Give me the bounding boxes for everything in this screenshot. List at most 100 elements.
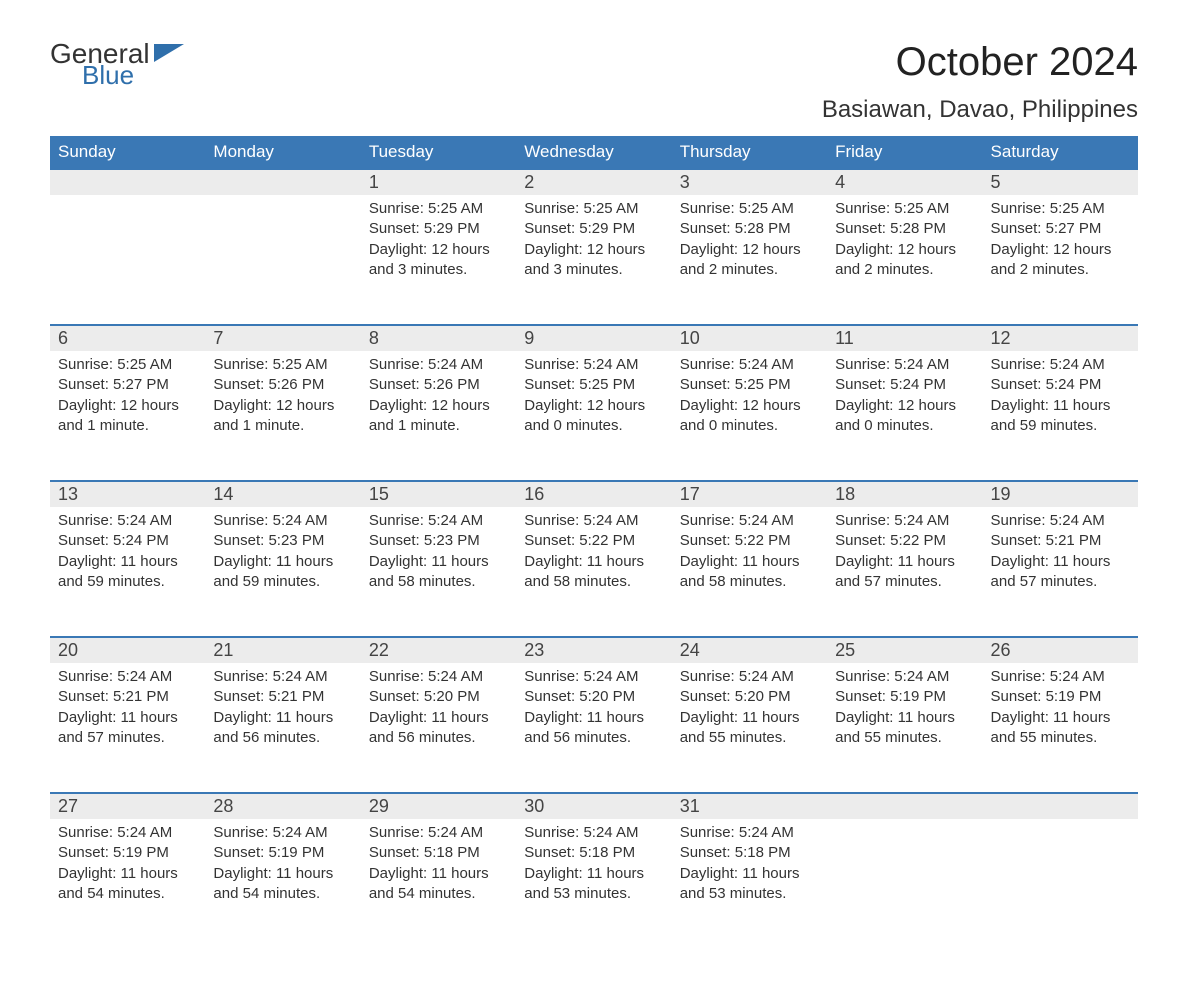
sunset-line: Sunset: 5:24 PM [58,531,197,551]
week-4-content-row: Sunrise: 5:24 AMSunset: 5:21 PMDaylight:… [50,663,1138,793]
day-content-cell: Sunrise: 5:24 AMSunset: 5:19 PMDaylight:… [50,819,205,949]
daylight-line: Daylight: 12 hours and 1 minute. [213,396,352,437]
day-content-cell: Sunrise: 5:24 AMSunset: 5:21 PMDaylight:… [983,507,1138,637]
daylight-line: Daylight: 12 hours and 3 minutes. [369,240,508,281]
sunset-line: Sunset: 5:18 PM [369,843,508,863]
sunset-line: Sunset: 5:25 PM [524,375,663,395]
day-number-cell: 7 [205,325,360,351]
daylight-line: Daylight: 12 hours and 0 minutes. [835,396,974,437]
daylight-line: Daylight: 11 hours and 55 minutes. [991,708,1130,749]
weekday-header-row: Sunday Monday Tuesday Wednesday Thursday… [50,136,1138,169]
daylight-line: Daylight: 11 hours and 58 minutes. [680,552,819,593]
daylight-line: Daylight: 11 hours and 53 minutes. [524,864,663,905]
day-content-cell [50,195,205,325]
sunrise-line: Sunrise: 5:24 AM [991,667,1130,687]
day-content-cell: Sunrise: 5:24 AMSunset: 5:20 PMDaylight:… [516,663,671,793]
col-wednesday: Wednesday [516,136,671,169]
sunset-line: Sunset: 5:28 PM [835,219,974,239]
day-number-cell: 31 [672,793,827,819]
day-number-cell: 18 [827,481,982,507]
day-content-cell: Sunrise: 5:24 AMSunset: 5:24 PMDaylight:… [50,507,205,637]
day-content-cell: Sunrise: 5:25 AMSunset: 5:29 PMDaylight:… [361,195,516,325]
daylight-line: Daylight: 11 hours and 57 minutes. [835,552,974,593]
daylight-line: Daylight: 12 hours and 2 minutes. [991,240,1130,281]
day-content-cell: Sunrise: 5:25 AMSunset: 5:29 PMDaylight:… [516,195,671,325]
sunrise-line: Sunrise: 5:25 AM [369,199,508,219]
sunrise-line: Sunrise: 5:24 AM [524,511,663,531]
day-number-cell: 11 [827,325,982,351]
sunset-line: Sunset: 5:29 PM [369,219,508,239]
sunset-line: Sunset: 5:23 PM [213,531,352,551]
sunrise-line: Sunrise: 5:24 AM [524,823,663,843]
page-title: October 2024 [896,40,1138,85]
week-1-daynum-row: 12345 [50,169,1138,195]
day-number-cell: 21 [205,637,360,663]
daylight-line: Daylight: 12 hours and 2 minutes. [680,240,819,281]
day-content-cell: Sunrise: 5:25 AMSunset: 5:28 PMDaylight:… [672,195,827,325]
sunset-line: Sunset: 5:19 PM [58,843,197,863]
day-content-cell: Sunrise: 5:24 AMSunset: 5:26 PMDaylight:… [361,351,516,481]
day-content-cell: Sunrise: 5:24 AMSunset: 5:19 PMDaylight:… [827,663,982,793]
sunset-line: Sunset: 5:22 PM [524,531,663,551]
sunrise-line: Sunrise: 5:24 AM [680,667,819,687]
daylight-line: Daylight: 11 hours and 54 minutes. [369,864,508,905]
day-content-cell: Sunrise: 5:24 AMSunset: 5:25 PMDaylight:… [672,351,827,481]
day-number-cell: 6 [50,325,205,351]
sunset-line: Sunset: 5:18 PM [524,843,663,863]
day-number-cell: 13 [50,481,205,507]
daylight-line: Daylight: 11 hours and 54 minutes. [213,864,352,905]
day-number-cell: 9 [516,325,671,351]
location-subtitle: Basiawan, Davao, Philippines [50,96,1138,124]
week-5-daynum-row: 2728293031 [50,793,1138,819]
sunrise-line: Sunrise: 5:24 AM [213,667,352,687]
day-number-cell: 14 [205,481,360,507]
daylight-line: Daylight: 12 hours and 0 minutes. [524,396,663,437]
day-number-cell [205,169,360,195]
sunset-line: Sunset: 5:27 PM [991,219,1130,239]
col-saturday: Saturday [983,136,1138,169]
sunrise-line: Sunrise: 5:24 AM [835,667,974,687]
col-thursday: Thursday [672,136,827,169]
daylight-line: Daylight: 12 hours and 0 minutes. [680,396,819,437]
day-number-cell: 28 [205,793,360,819]
sunrise-line: Sunrise: 5:24 AM [991,355,1130,375]
sunset-line: Sunset: 5:29 PM [524,219,663,239]
sunrise-line: Sunrise: 5:24 AM [991,511,1130,531]
day-number-cell: 4 [827,169,982,195]
sunrise-line: Sunrise: 5:24 AM [58,511,197,531]
col-monday: Monday [205,136,360,169]
sunrise-line: Sunrise: 5:24 AM [680,511,819,531]
sunrise-line: Sunrise: 5:25 AM [213,355,352,375]
day-number-cell: 12 [983,325,1138,351]
day-number-cell: 24 [672,637,827,663]
day-content-cell: Sunrise: 5:24 AMSunset: 5:24 PMDaylight:… [827,351,982,481]
sunset-line: Sunset: 5:28 PM [680,219,819,239]
sunrise-line: Sunrise: 5:25 AM [991,199,1130,219]
day-number-cell: 27 [50,793,205,819]
col-friday: Friday [827,136,982,169]
sunrise-line: Sunrise: 5:24 AM [58,667,197,687]
sunset-line: Sunset: 5:19 PM [213,843,352,863]
week-4-daynum-row: 20212223242526 [50,637,1138,663]
day-number-cell [827,793,982,819]
day-number-cell: 29 [361,793,516,819]
week-2-daynum-row: 6789101112 [50,325,1138,351]
daylight-line: Daylight: 11 hours and 57 minutes. [58,708,197,749]
week-3-daynum-row: 13141516171819 [50,481,1138,507]
sunset-line: Sunset: 5:24 PM [991,375,1130,395]
daylight-line: Daylight: 11 hours and 53 minutes. [680,864,819,905]
sunset-line: Sunset: 5:20 PM [524,687,663,707]
sunset-line: Sunset: 5:27 PM [58,375,197,395]
day-number-cell: 16 [516,481,671,507]
sunrise-line: Sunrise: 5:24 AM [369,355,508,375]
day-number-cell: 15 [361,481,516,507]
day-content-cell: Sunrise: 5:24 AMSunset: 5:23 PMDaylight:… [361,507,516,637]
sunset-line: Sunset: 5:21 PM [991,531,1130,551]
sunrise-line: Sunrise: 5:24 AM [835,511,974,531]
sunrise-line: Sunrise: 5:25 AM [835,199,974,219]
sunrise-line: Sunrise: 5:25 AM [524,199,663,219]
week-5-content-row: Sunrise: 5:24 AMSunset: 5:19 PMDaylight:… [50,819,1138,949]
day-content-cell: Sunrise: 5:24 AMSunset: 5:22 PMDaylight:… [827,507,982,637]
sunrise-line: Sunrise: 5:24 AM [213,823,352,843]
sunset-line: Sunset: 5:18 PM [680,843,819,863]
